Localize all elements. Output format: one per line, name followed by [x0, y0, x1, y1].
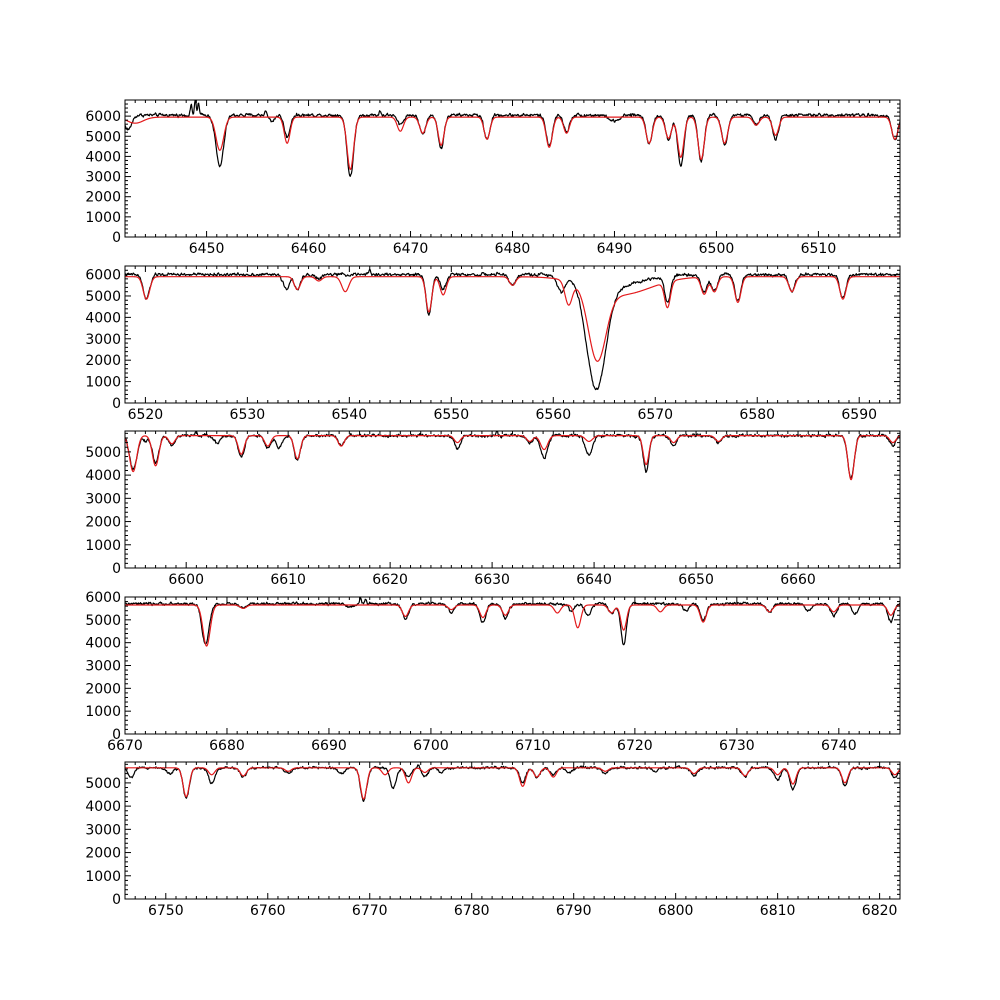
x-tick-label: 6470 — [393, 241, 429, 257]
observed-spectrum-line — [125, 764, 900, 802]
y-tick-label: 5000 — [85, 613, 121, 629]
panel-frame — [124, 761, 901, 900]
x-tick-label: 6490 — [597, 241, 633, 257]
model-spectrum-line — [125, 767, 900, 800]
y-tick-label: 4000 — [85, 799, 121, 815]
model-spectrum-line — [125, 116, 900, 171]
x-tick-label: 6700 — [413, 738, 449, 754]
x-tick-label: 6580 — [739, 407, 775, 423]
x-tick-label: 6660 — [780, 572, 816, 588]
y-tick-label: 0 — [112, 892, 121, 908]
x-tick-label: 6480 — [495, 241, 531, 257]
y-tick-label: 2000 — [85, 190, 121, 206]
y-tick-label: 3000 — [85, 170, 121, 186]
x-tick-label: 6560 — [535, 407, 571, 423]
x-tick-label: 6670 — [107, 738, 143, 754]
y-tick-label: 2000 — [85, 681, 121, 697]
y-tick-label: 2000 — [85, 846, 121, 862]
spectrum-panel-1: 6450 6460 6470 6480 6490 6500 6510 0 1000 2000 300… — [85, 99, 901, 257]
panel-frame — [124, 99, 901, 238]
y-tick-label: 3000 — [85, 822, 121, 838]
panel-frame — [124, 430, 901, 569]
observed-spectrum-line — [125, 268, 900, 391]
x-tick-label: 6680 — [209, 738, 245, 754]
x-tick-label: 6460 — [291, 241, 327, 257]
model-spectrum-line — [125, 435, 900, 481]
spectrum-panel-3: 6600 6610 6620 6630 6640 6650 6660 0 1000 2000 300… — [85, 430, 901, 588]
y-tick-label: 5000 — [85, 129, 121, 145]
model-spectrum-line — [125, 276, 900, 362]
x-tick-label: 6650 — [678, 572, 714, 588]
y-tick-label: 0 — [112, 561, 121, 577]
x-tick-label: 6520 — [128, 407, 164, 423]
y-tick-label: 1000 — [85, 210, 121, 226]
x-tick-label: 6640 — [576, 572, 612, 588]
y-tick-label: 3000 — [85, 659, 121, 675]
y-tick-label: 3000 — [85, 491, 121, 507]
x-tick-label: 6750 — [148, 903, 184, 919]
x-tick-label: 6570 — [637, 407, 673, 423]
x-tick-label: 6720 — [617, 738, 653, 754]
x-tick-label: 6780 — [454, 903, 490, 919]
y-tick-label: 4000 — [85, 149, 121, 165]
x-tick-label: 6800 — [658, 903, 694, 919]
x-tick-label: 6730 — [719, 738, 755, 754]
x-tick-label: 6510 — [801, 241, 837, 257]
x-tick-label: 6540 — [332, 407, 368, 423]
spectrum-panel-5: 6750 6760 6770 6780 6790 6800 6810 6820 0 1000 200… — [85, 761, 901, 919]
y-tick-label: 2000 — [85, 353, 121, 369]
x-tick-label: 6690 — [311, 738, 347, 754]
x-tick-label: 6590 — [841, 407, 877, 423]
x-tick-label: 6620 — [372, 572, 408, 588]
y-tick-label: 4000 — [85, 468, 121, 484]
y-tick-label: 6000 — [85, 109, 121, 125]
x-tick-label: 6600 — [168, 572, 204, 588]
panel-frame — [124, 265, 901, 404]
x-tick-label: 6740 — [821, 738, 857, 754]
x-tick-label: 6760 — [250, 903, 286, 919]
x-tick-label: 6790 — [556, 903, 592, 919]
y-tick-label: 0 — [112, 727, 121, 743]
y-tick-label: 2000 — [85, 515, 121, 531]
y-tick-label: 6000 — [85, 590, 121, 606]
y-tick-label: 1000 — [85, 375, 121, 391]
y-tick-label: 1000 — [85, 704, 121, 720]
x-tick-label: 6810 — [760, 903, 796, 919]
y-tick-label: 1000 — [85, 538, 121, 554]
y-tick-label: 1000 — [85, 869, 121, 885]
y-tick-label: 4000 — [85, 636, 121, 652]
y-tick-label: 3000 — [85, 332, 121, 348]
observed-spectrum-line — [125, 100, 900, 177]
y-tick-label: 0 — [112, 230, 121, 246]
model-spectrum-line — [125, 604, 900, 647]
x-tick-label: 6500 — [699, 241, 735, 257]
spectrum-panel-4: 6670 6680 6690 6700 6710 6720 6730 6740 0 1000 200… — [85, 590, 901, 754]
x-tick-label: 6530 — [230, 407, 266, 423]
y-tick-label: 6000 — [85, 268, 121, 284]
x-tick-label: 6630 — [474, 572, 510, 588]
x-tick-label: 6610 — [270, 572, 306, 588]
y-tick-label: 0 — [112, 396, 121, 412]
x-tick-label: 6550 — [433, 407, 469, 423]
panel-frame — [124, 596, 901, 735]
x-tick-label: 6450 — [189, 241, 225, 257]
spectrum-panel-2: 6520 6530 6540 6550 6560 6570 6580 6590 0 1000 200… — [85, 265, 901, 423]
x-tick-label: 6710 — [515, 738, 551, 754]
y-tick-label: 5000 — [85, 289, 121, 305]
y-tick-label: 4000 — [85, 310, 121, 326]
y-tick-label: 5000 — [85, 445, 121, 461]
x-tick-label: 6820 — [862, 903, 898, 919]
x-tick-label: 6770 — [352, 903, 388, 919]
y-tick-label: 5000 — [85, 776, 121, 792]
